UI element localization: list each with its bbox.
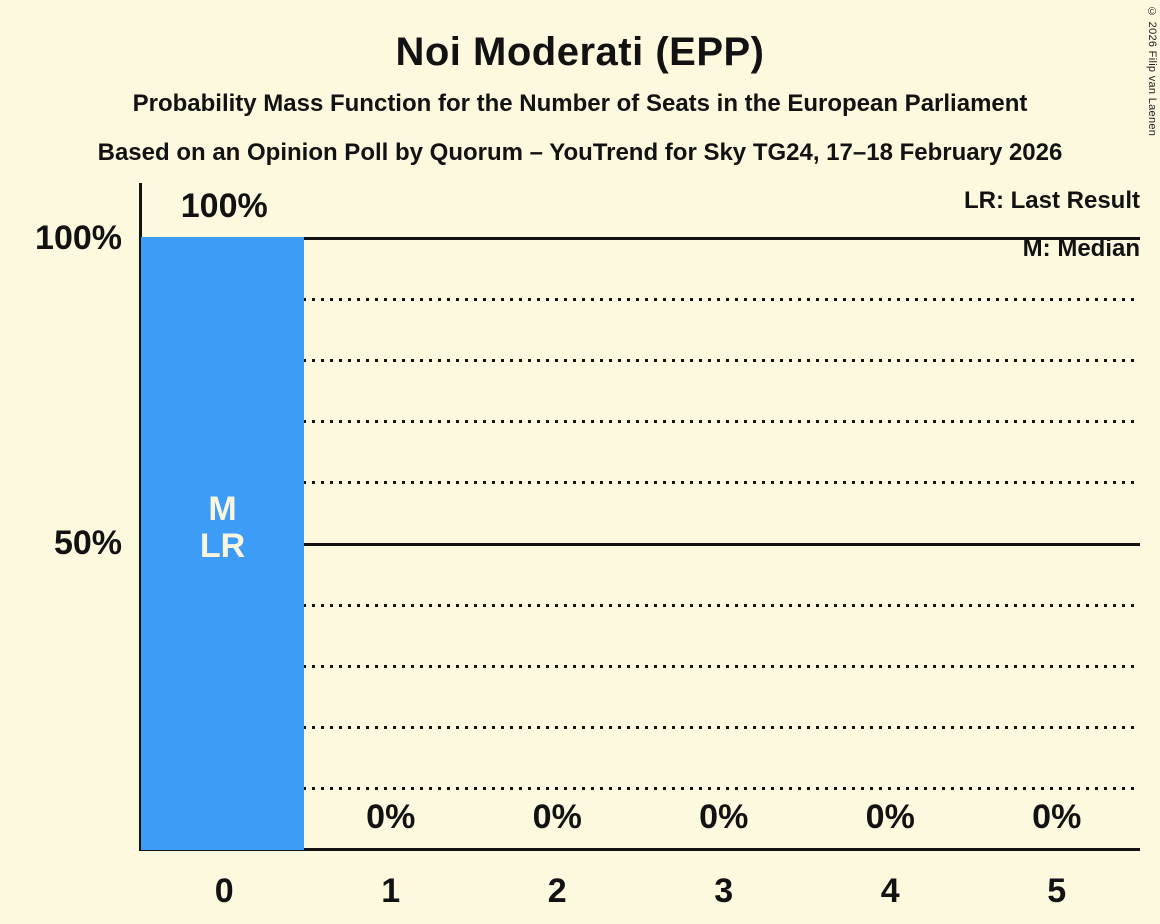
gridline-dotted-80 (141, 359, 1140, 363)
bar-value-label-1: 0% (366, 798, 416, 836)
x-tick-label-3: 3 (714, 872, 734, 910)
bar-annotation-median-last-result: M LR (141, 491, 304, 565)
bar-value-label-4: 0% (865, 798, 915, 836)
bar-seats-0 (141, 237, 304, 850)
bar-value-label-0: 100% (180, 187, 268, 225)
y-axis-label-50: 50% (53, 524, 122, 562)
x-tick-label-4: 4 (880, 872, 900, 910)
gridline-dotted-10 (141, 786, 1140, 790)
chart-subtitle: Probability Mass Function for the Number… (132, 90, 1028, 117)
copyright-notice: © 2026 Filip van Laenen (1146, 6, 1158, 137)
bar-value-label-3: 0% (699, 798, 749, 836)
y-axis-line (139, 183, 142, 851)
legend-last-result: LR: Last Result (963, 187, 1140, 214)
gridline-solid-50 (141, 542, 1140, 546)
gridline-dotted-70 (141, 420, 1140, 424)
gridline-solid-100 (141, 237, 1140, 240)
x-tick-label-2: 2 (547, 872, 567, 910)
bar-value-label-5: 0% (1032, 798, 1082, 836)
gridline-dotted-30 (141, 664, 1140, 668)
chart-title: Noi Moderati (EPP) (395, 30, 765, 74)
x-tick-label-1: 1 (381, 872, 401, 910)
bar-value-label-2: 0% (532, 798, 582, 836)
last-result-marker: LR (199, 527, 246, 565)
x-tick-label-5: 5 (1047, 872, 1067, 910)
x-axis-line (139, 848, 1140, 851)
x-tick-label-0: 0 (214, 872, 234, 910)
gridline-dotted-90 (141, 298, 1140, 302)
y-axis-label-100: 100% (35, 219, 122, 257)
gridline-dotted-60 (141, 481, 1140, 485)
gridline-dotted-40 (141, 603, 1140, 607)
chart-source-line: Based on an Opinion Poll by Quorum – You… (97, 139, 1063, 166)
median-marker: M (208, 490, 237, 528)
gridline-dotted-20 (141, 725, 1140, 729)
